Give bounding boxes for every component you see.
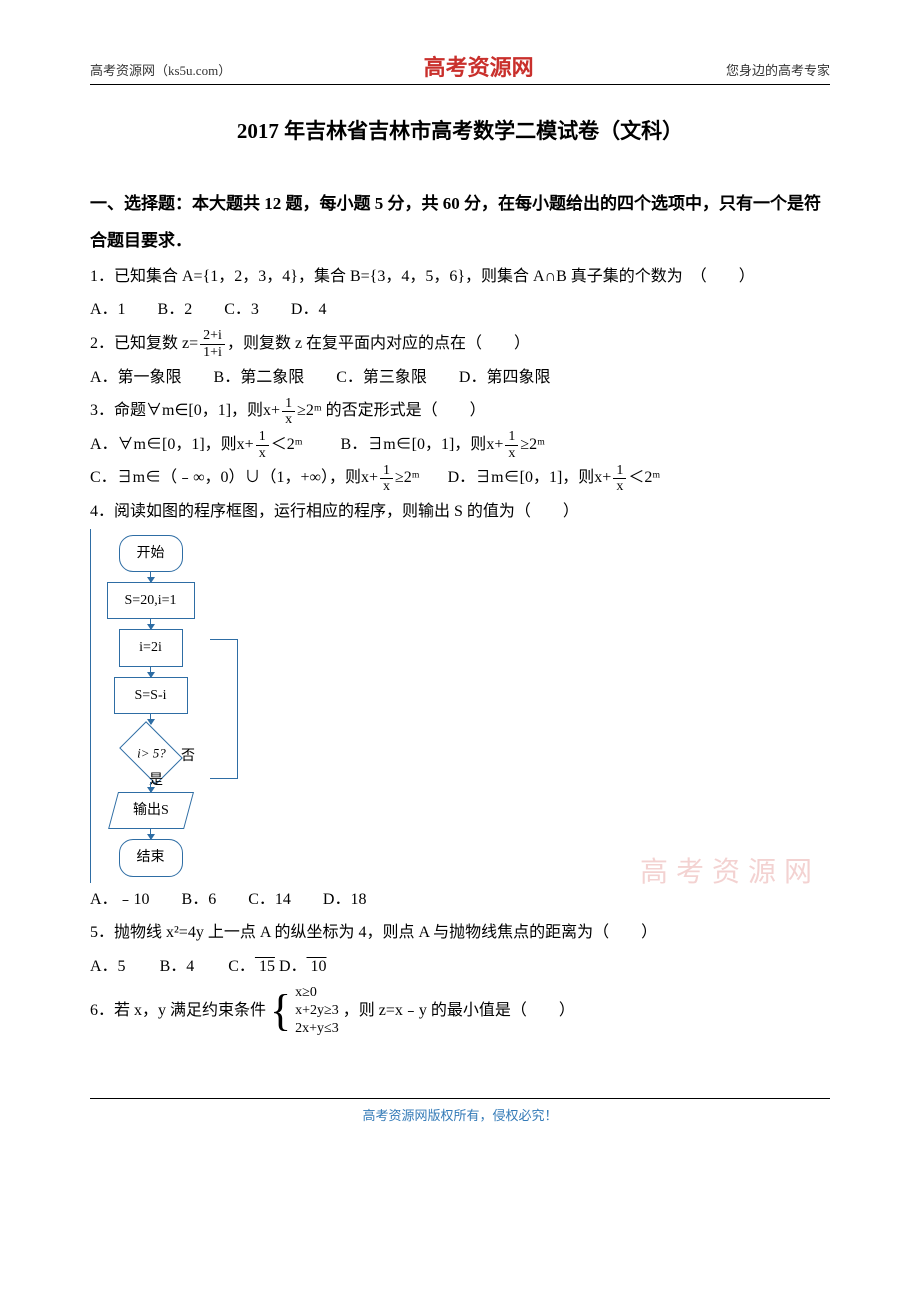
q5-c: C． [228, 958, 255, 975]
header-left: 高考资源网（ks5u.com） [90, 60, 231, 79]
q3-options-row2: C．∃m∈（﹣∞，0）∪（1，+∞），则x+1x≥2ᵐ D．∃m∈[0，1]，则… [90, 461, 830, 495]
q4-text: 4．阅读如图的程序框图，运行相应的程序，则输出 S 的值为（ ） [90, 495, 830, 529]
fc-init: S=20,i=1 [107, 582, 195, 619]
q3-d-pre: D．∃m∈[0，1]，则 [448, 469, 595, 486]
q3-expr-x: x+ [263, 402, 280, 419]
q3-pre: 3．命题∀m∈[0，1]，则 [90, 402, 263, 419]
fc-output: 输出S [107, 792, 193, 829]
q6-pre: 6．若 x，y 满足约束条件 [90, 1002, 266, 1019]
q1-options: A．1 B．2 C．3 D．4 [90, 293, 830, 327]
fc-end: 结束 [119, 839, 183, 876]
header-right: 您身边的高考专家 [726, 60, 830, 79]
fc-start: 开始 [119, 535, 183, 572]
q3-a-post: ＜2ᵐ [271, 436, 303, 453]
q3-c-frac: 1x [380, 463, 393, 495]
header-brand: 高考资源网 [231, 50, 726, 82]
q3-c-pre: C．∃m∈（﹣∞，0）∪（1，+∞），则 [90, 469, 361, 486]
q2-post: ，则复数 z 在复平面内对应的点在（ ） [227, 335, 530, 352]
q3-a-frac: 1x [256, 429, 269, 461]
q2-fraction: 2+i1+i [200, 328, 225, 360]
fc-arrow-icon [150, 782, 152, 792]
fc-cond-text: i> 5? [136, 739, 165, 766]
fc-arrow-icon [150, 619, 152, 629]
q3-c-post: ≥2ᵐ [395, 469, 420, 486]
question-2: 2．已知复数 z=2+i1+i，则复数 z 在复平面内对应的点在（ ） A．第一… [90, 327, 830, 394]
fc-arrow-icon [150, 572, 152, 582]
q3-d-frac: 1x [613, 463, 626, 495]
fc-loop-line [210, 639, 238, 779]
fc-decision-row: i> 5? 否 是 [91, 734, 210, 772]
q5-d: D． [279, 958, 307, 975]
question-1: 1．已知集合 A={1，2，3，4}，集合 B={3，4，5，6}，则集合 A∩… [90, 260, 830, 327]
sqrt15: 15 [255, 958, 275, 975]
exam-title: 2017 年吉林省吉林市高考数学二模试卷（文科） [90, 115, 830, 145]
q6-case2: x+2y≥3 [295, 1002, 339, 1020]
q3-b-pre: B．∃m∈[0，1]，则 [341, 436, 487, 453]
fc-output-text: 输出S [133, 796, 169, 825]
flowchart: 开始 S=20,i=1 i=2i S=S-i i> 5? 否 是 输出S 结束 [90, 529, 210, 883]
q6-case1: x≥0 [295, 984, 339, 1002]
fc-arrow-icon [150, 714, 152, 724]
fc-step2: S=S-i [114, 677, 188, 714]
left-brace-icon: { [270, 991, 291, 1031]
q3-mid: ≥2ᵐ 的否定形式是（ ） [297, 402, 486, 419]
fc-arrow-icon [150, 667, 152, 677]
q6-post: ，则 z=x﹣y 的最小值是（ ） [343, 1002, 575, 1019]
q5-text: 5．抛物线 x²=4y 上一点 A 的纵坐标为 4，则点 A 与抛物线焦点的距离… [90, 916, 830, 950]
q3-frac: 1x [282, 396, 295, 428]
question-6: 6．若 x，y 满足约束条件 { x≥0 x+2y≥3 2x+y≤3 ，则 z=… [90, 984, 830, 1039]
page-header: 高考资源网（ks5u.com） 高考资源网 您身边的高考专家 [90, 50, 830, 85]
q3-d-post: ＜2ᵐ [628, 469, 660, 486]
q5-a: A．5 [90, 958, 126, 975]
q6-cases: x≥0 x+2y≥3 2x+y≤3 [295, 984, 339, 1039]
q2-pre: 2．已知复数 z= [90, 335, 198, 352]
q3-options-row1: A．∀m∈[0，1]，则x+1x＜2ᵐ B．∃m∈[0，1]，则x+1x≥2ᵐ [90, 428, 830, 462]
q2-options: A．第一象限 B．第二象限 C．第三象限 D．第四象限 [90, 361, 830, 395]
question-5: 5．抛物线 x²=4y 上一点 A 的纵坐标为 4，则点 A 与抛物线焦点的距离… [90, 916, 830, 983]
fc-no-label: 否 [181, 742, 195, 771]
q1-text: 1．已知集合 A={1，2，3，4}，集合 B={3，4，5，6}，则集合 A∩… [90, 260, 830, 294]
watermark: 高考资源网 [640, 850, 820, 890]
fc-step1: i=2i [119, 629, 183, 666]
q5-options: A．5 B．4 C． 15 D． 10 [90, 950, 830, 984]
sqrt10: 10 [307, 958, 327, 975]
section-heading: 一、选择题：本大题共 12 题，每小题 5 分，共 60 分，在每小题给出的四个… [90, 185, 830, 260]
q3-a-pre: A．∀m∈[0，1]，则 [90, 436, 237, 453]
q5-b: B．4 [160, 958, 195, 975]
question-3: 3．命题∀m∈[0，1]，则x+1x≥2ᵐ 的否定形式是（ ） A．∀m∈[0，… [90, 394, 830, 495]
q3-b-frac: 1x [505, 429, 518, 461]
q6-case3: 2x+y≤3 [295, 1020, 339, 1038]
page-footer: 高考资源网版权所有，侵权必究！ [90, 1098, 830, 1124]
q3-b-post: ≥2ᵐ [520, 436, 545, 453]
fc-arrow-icon [150, 829, 152, 839]
